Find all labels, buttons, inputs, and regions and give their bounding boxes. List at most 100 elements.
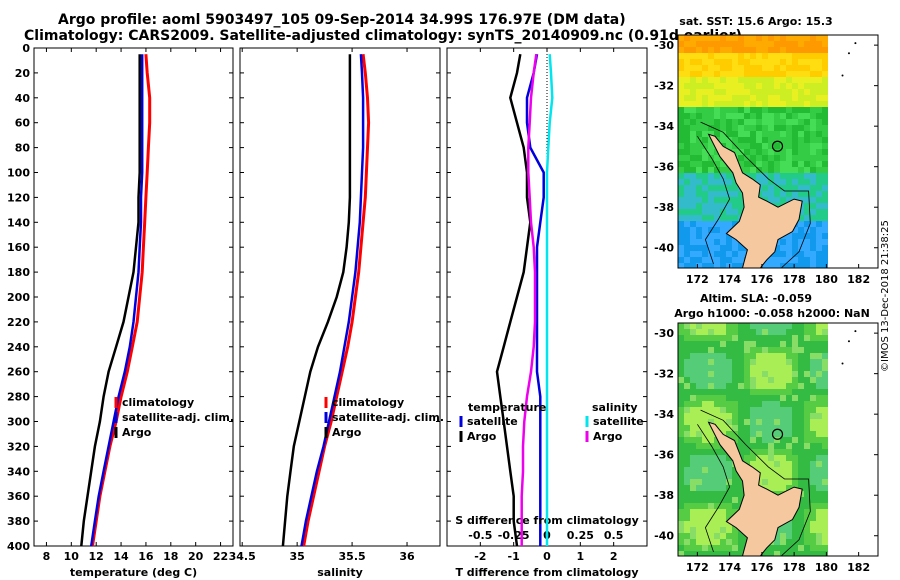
sst_map-cell xyxy=(804,95,810,101)
sst_map-cell xyxy=(744,59,750,65)
sst_map-xtick-label: 182 xyxy=(847,273,870,286)
sla_map-cell xyxy=(762,443,768,449)
sla_map-cell xyxy=(804,371,810,377)
sst_map-cell xyxy=(726,137,732,143)
sla_map-cell xyxy=(810,335,816,341)
sst_map-cell xyxy=(816,95,822,101)
sst_map-cell xyxy=(696,107,702,113)
sla_map-cell xyxy=(714,413,720,419)
sst_map-cell xyxy=(690,149,696,155)
sst_map-cell xyxy=(822,209,828,215)
sst_map-cell xyxy=(678,197,684,203)
sst_map-cell xyxy=(768,125,774,131)
sla_map-cell xyxy=(798,365,804,371)
sla_map-cell xyxy=(690,353,696,359)
sst_map-cell xyxy=(744,119,750,125)
sst_map-cell xyxy=(684,35,690,41)
sst_map-cell xyxy=(726,227,732,233)
sla_map-cell xyxy=(768,551,774,556)
sla_map-cell xyxy=(822,335,828,341)
sst_map-cell xyxy=(798,65,804,71)
sla_map-cell xyxy=(810,401,816,407)
sla_map-cell xyxy=(780,527,786,533)
sst_map-cell xyxy=(708,125,714,131)
sla_map-cell xyxy=(798,353,804,359)
sla_map-cell xyxy=(810,473,816,479)
sst_map-cell xyxy=(816,161,822,167)
sst_map-cell xyxy=(744,53,750,59)
sla_map-cell xyxy=(780,425,786,431)
sst_map-cell xyxy=(786,167,792,173)
sst_map-cell xyxy=(774,71,780,77)
sla_map-cell xyxy=(720,371,726,377)
sla_map-islet xyxy=(847,340,850,343)
sla_map-cell xyxy=(714,347,720,353)
sst_map-panel: 172 174 176 178 180 182-30-32-34-36-38-40sat.… xyxy=(654,15,879,286)
salinity-legend-label: climatology xyxy=(332,396,404,409)
sla_map-cell xyxy=(708,407,714,413)
sla_map-cell xyxy=(702,413,708,419)
sst_map-cell xyxy=(786,251,792,257)
sst_map-cell xyxy=(744,71,750,77)
sla_map-cell xyxy=(714,473,720,479)
sla_map-cell xyxy=(678,395,684,401)
sla_map-cell xyxy=(792,545,798,551)
sst_map-cell xyxy=(792,41,798,47)
sst_map-cell xyxy=(732,197,738,203)
sla_map-cell xyxy=(726,395,732,401)
sla_map-cell xyxy=(684,329,690,335)
sla_map-cell xyxy=(768,371,774,377)
sst_map-cell xyxy=(708,131,714,137)
sst_map-cell xyxy=(810,65,816,71)
sst_map-cell xyxy=(732,77,738,83)
sla_map-cell xyxy=(732,401,738,407)
sla_map-cell xyxy=(816,497,822,503)
sla_map-cell xyxy=(714,539,720,545)
sla_map-cell xyxy=(798,377,804,383)
sst_map-cell xyxy=(822,191,828,197)
sla_map-cell xyxy=(750,335,756,341)
depth-tick-label: 380 xyxy=(7,515,30,528)
sla_map-cell xyxy=(684,509,690,515)
sla_map-field xyxy=(678,323,878,556)
temperature-panel: 0204060801001201401601802002202402602803… xyxy=(7,42,234,579)
sla_map-cell xyxy=(774,431,780,437)
sst_map-cell xyxy=(678,233,684,239)
sla_map-cell xyxy=(786,473,792,479)
sst_map-cell xyxy=(816,167,822,173)
sst_map-cell xyxy=(798,173,804,179)
sla_map-cell xyxy=(702,539,708,545)
sla_map-cell xyxy=(810,341,816,347)
sla_map-cell xyxy=(792,377,798,383)
sla_map-cell xyxy=(786,335,792,341)
sst_map-cell xyxy=(732,101,738,107)
sst_map-cell xyxy=(810,191,816,197)
sla_map-cell xyxy=(786,479,792,485)
sla_map-cell xyxy=(804,455,810,461)
sla_map-cell xyxy=(750,329,756,335)
sst_map-cell xyxy=(720,101,726,107)
sst_map-cell xyxy=(684,47,690,53)
sst_map-cell xyxy=(702,71,708,77)
sst_map-cell xyxy=(816,119,822,125)
sla_map-cell xyxy=(750,395,756,401)
sst_map-cell xyxy=(702,239,708,245)
sla_map-cell xyxy=(804,413,810,419)
sla_map-cell xyxy=(816,407,822,413)
sst_map-cell xyxy=(732,179,738,185)
sla_map-cell xyxy=(678,335,684,341)
sla_map-cell xyxy=(810,407,816,413)
sst_map-cell xyxy=(756,113,762,119)
sla_map-cell xyxy=(696,455,702,461)
sla_map-cell xyxy=(708,455,714,461)
sst_map-cell xyxy=(798,77,804,83)
sla_map-cell xyxy=(678,437,684,443)
sla_map-cell xyxy=(678,491,684,497)
sst_map-cell xyxy=(798,251,804,257)
sla_map-cell xyxy=(786,521,792,527)
sla_map-cell xyxy=(708,353,714,359)
sla_map-cell xyxy=(720,521,726,527)
sla_map-cell xyxy=(768,359,774,365)
sla_map-cell xyxy=(696,425,702,431)
sla_map-cell xyxy=(750,455,756,461)
